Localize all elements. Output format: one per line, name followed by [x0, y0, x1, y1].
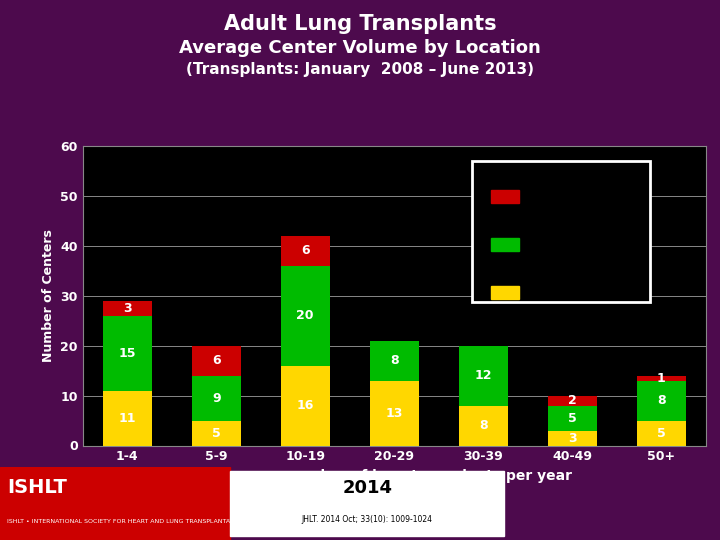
Text: 3: 3	[123, 302, 132, 315]
Bar	[281, 266, 330, 366]
Bar	[230, 471, 504, 536]
Bar	[192, 346, 240, 376]
Text: 6: 6	[212, 354, 220, 367]
Text: 5: 5	[657, 427, 665, 440]
Bar	[103, 390, 152, 445]
Text: 2014: 2014	[342, 478, 392, 496]
Bar	[636, 381, 685, 421]
Text: ISHLT: ISHLT	[7, 478, 67, 497]
Bar	[103, 315, 152, 390]
Y-axis label: Number of Centers: Number of Centers	[42, 229, 55, 362]
Bar	[548, 406, 597, 430]
Bar	[636, 421, 685, 446]
Bar	[636, 376, 685, 381]
Bar	[0, 467, 230, 540]
Bar	[472, 161, 649, 302]
Text: 13: 13	[385, 407, 403, 420]
Text: 8: 8	[390, 354, 398, 367]
Text: Adult Lung Transplants: Adult Lung Transplants	[224, 14, 496, 35]
Text: 3: 3	[568, 431, 577, 444]
Text: 8: 8	[657, 394, 665, 407]
Text: 5: 5	[568, 411, 577, 424]
Bar	[370, 341, 418, 381]
Bar	[548, 395, 597, 406]
Bar	[370, 381, 418, 446]
Bar	[459, 406, 508, 446]
Bar	[459, 346, 508, 406]
Text: 12: 12	[474, 369, 492, 382]
Text: JHLT. 2014 Oct; 33(10): 1009-1024: JHLT. 2014 Oct; 33(10): 1009-1024	[302, 515, 433, 524]
Text: 2: 2	[568, 394, 577, 407]
Text: 6: 6	[301, 244, 310, 257]
Bar	[281, 235, 330, 266]
Text: 15: 15	[119, 347, 136, 360]
Text: 1: 1	[657, 372, 665, 384]
Text: 8: 8	[479, 419, 487, 432]
Text: ISHLT • INTERNATIONAL SOCIETY FOR HEART AND LUNG TRANSPLANTATION: ISHLT • INTERNATIONAL SOCIETY FOR HEART …	[7, 519, 246, 524]
Bar	[192, 421, 240, 446]
Text: 11: 11	[119, 411, 136, 424]
Bar	[491, 190, 519, 204]
Bar	[281, 366, 330, 446]
Text: 9: 9	[212, 392, 220, 404]
Bar	[103, 301, 152, 315]
Bar	[548, 430, 597, 445]
Bar	[192, 376, 240, 421]
Bar	[491, 238, 519, 252]
Bar	[491, 286, 519, 299]
Text: (Transplants: January  2008 – June 2013): (Transplants: January 2008 – June 2013)	[186, 62, 534, 77]
Text: 5: 5	[212, 427, 220, 440]
Text: 20: 20	[297, 309, 314, 322]
Text: Average Center Volume by Location: Average Center Volume by Location	[179, 38, 541, 57]
Text: 16: 16	[297, 399, 314, 412]
X-axis label: Average number of lung transplants per year: Average number of lung transplants per y…	[217, 469, 572, 483]
